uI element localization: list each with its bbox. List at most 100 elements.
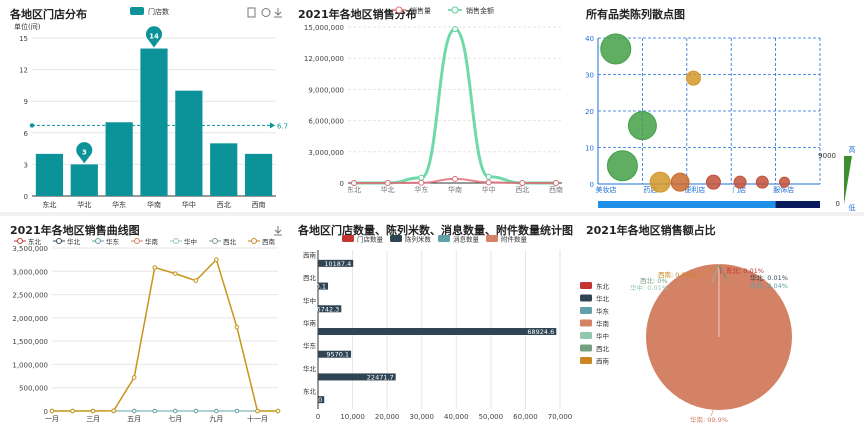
y-tick-label: 西北 — [303, 274, 317, 282]
data-point — [275, 408, 281, 414]
legend-label: 华南 — [596, 319, 610, 328]
bar-value-label: 2900.1 — [303, 283, 326, 291]
y-tick-label: 西南 — [303, 250, 317, 259]
legend-label: 东北 — [28, 237, 42, 246]
data-point — [90, 408, 96, 414]
legend-marker — [251, 238, 257, 244]
legend-swatch — [580, 319, 592, 327]
legend-marker — [95, 238, 101, 244]
bar-value-label: 22471.7 — [367, 373, 394, 381]
y-tick-label: 9 — [24, 98, 28, 106]
refresh-icon — [261, 8, 271, 17]
data-point — [152, 408, 158, 414]
x-tick-label: 华中 — [482, 185, 496, 194]
data-point — [384, 180, 391, 186]
legend-marker — [451, 6, 459, 14]
data-point — [214, 408, 219, 414]
chart-title: 2021年各地区销售分布 — [298, 8, 417, 21]
x-tick-label: 美妆店 — [596, 185, 617, 194]
legend-label: 门店数 — [148, 7, 169, 16]
mark-pin — [76, 142, 93, 164]
legend-label: 消息数量 — [453, 235, 480, 244]
y-tick-label: 500,000 — [19, 385, 48, 393]
bar — [175, 90, 203, 196]
x-tick-label: 三月 — [86, 415, 100, 423]
data-point — [452, 26, 458, 33]
scatter-point — [705, 174, 721, 190]
scatter-point — [733, 175, 747, 189]
y-tick-label: 9,000,000 — [308, 86, 344, 94]
label-line — [693, 264, 720, 279]
x-tick-label: 门店 — [732, 185, 746, 194]
slice-label: 西北: 0% — [640, 277, 668, 285]
data-point — [351, 180, 357, 186]
legend-label: 华东 — [106, 237, 120, 246]
data-point — [131, 408, 137, 414]
x-tick-label: 60,000 — [513, 413, 538, 421]
y-tick-label: 0 — [24, 193, 28, 201]
legend-swatch — [580, 282, 592, 289]
x-tick-label: 东北 — [42, 200, 56, 209]
chart-panel-sales-curve: 2021年各地区销售曲线图 东北 华北 华东 华南 华中 西北 西南 0 500,000 1,00… — [0, 216, 288, 432]
y-tick-label: 20 — [585, 108, 594, 116]
legend-label: 西北 — [223, 238, 237, 246]
x-tick-label: 一月 — [45, 415, 59, 423]
mark-pin — [145, 26, 162, 48]
label-line — [718, 264, 722, 275]
legend-label: 陈列米数 — [405, 235, 432, 244]
chart-panel-category-scatter: 所有品类陈列散点图 0 10 20 30 40 美妆店 药店 便利店 门店 服饰店 高 9000 低 0 — [576, 0, 864, 212]
scatter-point — [755, 175, 769, 189]
chart-panel-sales-share: 2021年各地区销售额占比 东北 华北 华东 华南 华中 西北 西南 西南: 0.03% 东北:… — [576, 216, 864, 432]
x-tick-label: 五月 — [127, 415, 141, 423]
y-tick-label: 0 — [590, 181, 594, 189]
y-tick-label: 12 — [19, 67, 28, 75]
x-tick-label: 华北 — [77, 200, 91, 209]
y-tick-label: 华东 — [303, 341, 317, 350]
y-tick-label: 6 — [24, 130, 29, 138]
legend-swatch — [438, 235, 450, 242]
data-point — [152, 265, 158, 270]
visualmap-max-label: 9000 — [818, 152, 836, 160]
x-tick-label: 30,000 — [409, 413, 434, 421]
bar — [318, 305, 342, 313]
legend-marker — [134, 238, 140, 244]
x-tick-label: 十一月 — [247, 414, 268, 423]
bar — [318, 259, 354, 267]
legend-marker — [212, 238, 218, 244]
chart-panel-store-distribution: 各地区门店分布 门店数 单位(间) 0 3 6 9 12 15 东北 华北 华东 华南 华中 西北 西南 14… — [0, 0, 288, 212]
legend-label: 华中 — [596, 332, 609, 341]
scatter-point — [606, 150, 638, 182]
series-line — [354, 27, 556, 185]
data-point — [49, 408, 55, 414]
bar — [35, 153, 64, 196]
visualmap-min-label: 0 — [836, 200, 840, 208]
data-point — [131, 375, 137, 380]
slice-label: 华东: 0.04% — [750, 281, 788, 290]
y-tick-label: 华南 — [303, 319, 317, 328]
y-tick-label: 0 — [340, 180, 344, 188]
scatter-point — [600, 33, 632, 65]
bar — [318, 282, 329, 290]
data-point — [214, 257, 219, 262]
data-point — [172, 271, 178, 276]
chart-panel-sales-distribution: 2021年各地区销售分布 销售量 销售金额 0 3,000,000 6,000,000 9… — [288, 0, 576, 212]
legend-label: 门店数量 — [357, 235, 384, 244]
legend-label: 销售量 — [410, 6, 431, 15]
legend-label: 附件数量 — [501, 235, 528, 244]
scatter-chart-categories: 0 10 20 30 40 美妆店 药店 便利店 门店 服饰店 高 9000 低 0 — [585, 33, 856, 212]
x-tick-label: 七月 — [168, 414, 182, 423]
label-line — [711, 264, 720, 283]
x-tick-label: 西北 — [217, 201, 231, 209]
legend-label: 东北 — [596, 282, 610, 291]
y-tick-label: 40 — [585, 35, 594, 43]
line-chart-monthly: 东北 华北 华东 华南 华中 西北 西南 0 500,000 1,000,000 1,500,000… — [12, 226, 282, 423]
average-line-start — [29, 123, 35, 128]
chart-title: 2021年各地区销售额占比 — [586, 224, 716, 237]
x-tick-label: 药店 — [643, 185, 657, 194]
bar — [244, 153, 273, 196]
label-line — [710, 407, 715, 417]
x-tick-label: 华东 — [112, 200, 126, 209]
x-tick-label: 70,000 — [548, 413, 573, 421]
scatter-point — [627, 111, 657, 141]
legend-swatch — [580, 357, 592, 364]
